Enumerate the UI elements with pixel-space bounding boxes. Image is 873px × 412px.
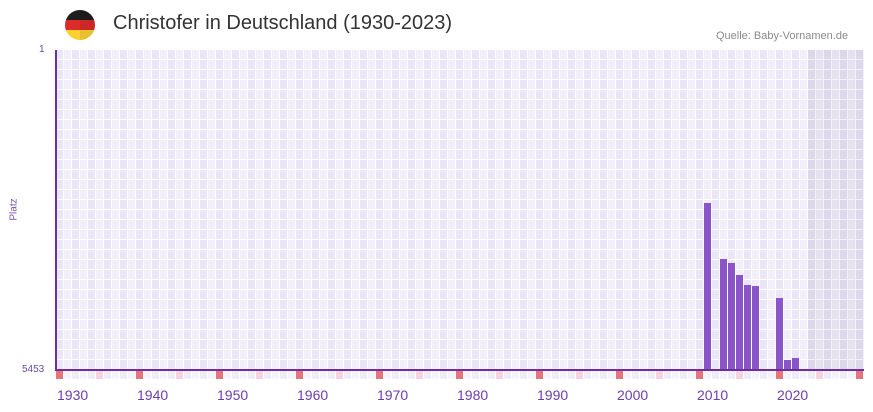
decade-marker xyxy=(216,371,223,379)
x-tick-label: 1940 xyxy=(137,387,169,403)
y-axis-line xyxy=(55,50,57,371)
decade-marker xyxy=(856,371,863,379)
half-decade-marker xyxy=(496,371,503,379)
x-tick-label: 1990 xyxy=(537,387,569,403)
half-decade-marker xyxy=(336,371,343,379)
plot-area xyxy=(56,50,864,370)
germany-flag-icon xyxy=(65,10,95,40)
bar-2022[interactable] xyxy=(792,358,799,370)
source-credit: Quelle: Baby-Vornamen.de xyxy=(716,30,849,42)
half-decade-marker xyxy=(176,371,183,379)
bar-2021[interactable] xyxy=(784,360,791,370)
y-axis-label: Platz xyxy=(8,198,20,221)
bar-2020[interactable] xyxy=(776,297,783,370)
x-tick-label: 1950 xyxy=(217,387,249,403)
x-axis-line xyxy=(55,369,864,371)
x-tick-label: 2000 xyxy=(617,387,649,403)
y-tick-top: 1 xyxy=(39,44,45,55)
bar-2014[interactable] xyxy=(728,263,735,370)
x-tick-label: 1980 xyxy=(457,387,489,403)
decade-marker xyxy=(536,371,543,379)
chart-title: Christofer in Deutschland (1930-2023) xyxy=(113,12,453,34)
half-decade-marker xyxy=(576,371,583,379)
half-decade-marker xyxy=(656,371,663,379)
decade-marker xyxy=(376,371,383,379)
decade-marker xyxy=(296,371,303,379)
future-years-shading xyxy=(808,50,864,370)
x-tick-label: 2010 xyxy=(697,387,729,403)
bar-2016[interactable] xyxy=(744,285,751,370)
half-decade-marker xyxy=(736,371,743,379)
bar-2011[interactable] xyxy=(704,203,711,370)
decade-marker xyxy=(616,371,623,379)
decade-marker xyxy=(776,371,783,379)
bar-2017[interactable] xyxy=(752,286,759,370)
half-decade-marker xyxy=(416,371,423,379)
half-decade-marker xyxy=(256,371,263,379)
year-marker-row xyxy=(56,371,864,379)
bar-2015[interactable] xyxy=(736,274,743,370)
half-decade-marker xyxy=(816,371,823,379)
y-tick-bottom: 5453 xyxy=(22,364,45,375)
decade-marker xyxy=(696,371,703,379)
decade-marker xyxy=(136,371,143,379)
decade-marker xyxy=(456,371,463,379)
x-tick-label: 2020 xyxy=(777,387,809,403)
x-tick-label: 1930 xyxy=(57,387,89,403)
x-tick-label: 1970 xyxy=(377,387,409,403)
bar-2013[interactable] xyxy=(720,259,727,370)
x-tick-label: 1960 xyxy=(297,387,329,403)
decade-marker xyxy=(56,371,63,379)
half-decade-marker xyxy=(96,371,103,379)
